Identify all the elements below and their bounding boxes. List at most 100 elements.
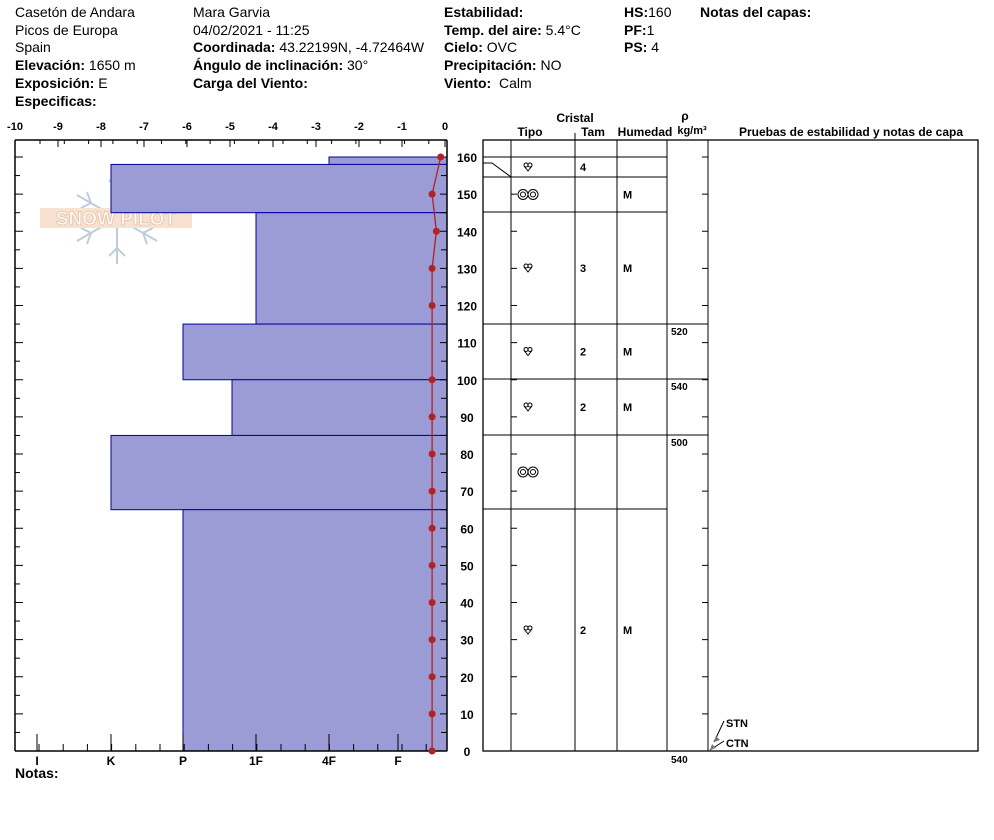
hs: HS:160 [624, 4, 671, 20]
depth-tick-label: 160 [457, 151, 477, 165]
moisture: M [623, 402, 632, 414]
sky: Cielo: OVC [444, 39, 517, 55]
temperature-point [432, 227, 440, 235]
hardness-bar [110, 163, 448, 214]
melt-forms-icon [517, 189, 539, 200]
density-value: 500 [671, 438, 688, 449]
pf: PF:1 [624, 22, 654, 38]
header-density-unit: kg/m³ [677, 125, 707, 137]
header-tests: Pruebas de estabilidad y notas de capa [739, 125, 963, 139]
rounding-faceted-icon [523, 347, 533, 357]
temperature-point [428, 599, 436, 606]
temperature-point [428, 636, 436, 644]
depth-tick-label: 20 [460, 671, 474, 685]
crystal-size: 2 [580, 347, 586, 359]
stability: Estabilidad: [444, 4, 523, 20]
temp-tick-label: -3 [311, 121, 321, 133]
wind-value: Calm [498, 75, 532, 91]
hardness-bar [328, 156, 448, 165]
temperature-point [428, 376, 436, 384]
grain-circle [527, 402, 533, 408]
temperature-point [428, 450, 436, 458]
rounding-faceted-icon [523, 263, 533, 273]
hardness-bar [182, 509, 448, 752]
location: Casetón de Andara [15, 4, 135, 20]
temp-tick-label: -9 [53, 121, 63, 133]
temperature-point [428, 524, 436, 532]
depth-tick-label: 100 [457, 374, 477, 388]
ps: PS: 4 [624, 39, 659, 55]
grain-inner-circle [520, 469, 526, 475]
depth-tick-label: 0 [464, 745, 471, 759]
layer-notes: Notas del capas: [700, 4, 811, 20]
temp-tick-label: 0 [442, 121, 448, 133]
temp-tick-label: -5 [225, 121, 235, 133]
temp-tick-label: -2 [354, 121, 364, 133]
aspect-label: Exposición: [15, 75, 95, 91]
hardness-bar [182, 323, 448, 381]
aspect: Exposición: E [15, 75, 108, 91]
depth-tick-label: 30 [460, 634, 474, 648]
grain-circle [527, 625, 533, 631]
hardness-bar [255, 212, 448, 325]
temperature-point [428, 561, 436, 569]
arrowhead-icon [710, 744, 716, 750]
layer-connector [483, 162, 512, 178]
rounding-faceted-icon [523, 402, 533, 412]
moisture: M [623, 263, 632, 275]
grain-circle [527, 162, 533, 168]
rounding-faceted-icon [523, 162, 533, 172]
temperature-point [428, 264, 436, 272]
slope-value: 30° [347, 57, 369, 73]
grain-facet [523, 350, 533, 357]
grain-inner-circle [530, 469, 536, 475]
notes: Notas: [15, 765, 59, 781]
crystal-size: 2 [580, 625, 586, 637]
hardness-bar [231, 379, 448, 436]
depth-tick-label: 150 [457, 188, 477, 202]
elevation-label: Elevación: [15, 57, 86, 73]
elevation: Elevación: 1650 m [15, 57, 136, 73]
notes-label: Notas: [15, 765, 59, 781]
temp-tick-label: -10 [7, 121, 23, 133]
depth-tick-label: 80 [460, 448, 474, 462]
depth-tick-label: 60 [460, 522, 474, 536]
depth-tick-label: 40 [460, 597, 474, 611]
hardness-tick-label: I [35, 754, 38, 768]
grain-circle [517, 189, 529, 200]
stability-test-label: CTN [726, 738, 749, 750]
air-temp-label: Temp. del aire: [444, 22, 542, 38]
grain-circle [517, 466, 529, 478]
elevation-value: 1650 m [88, 57, 136, 73]
hs-label: HS: [624, 4, 649, 20]
melt-forms-icon [517, 466, 539, 478]
depth-tick-label: 70 [460, 485, 474, 499]
grain-inner-circle [530, 191, 536, 198]
depth-tick-label: 130 [457, 262, 477, 276]
header-moisture: Humedad [618, 125, 673, 139]
temp-tick-label: -1 [397, 121, 407, 133]
depth-tick-label: 110 [457, 337, 477, 351]
wind-load-label: Carga del Viento: [193, 75, 308, 91]
temperature-point [437, 153, 445, 161]
wind: Viento: Calm [444, 75, 532, 91]
coordinates: Coordinada: 43.22199N, -4.72464W [193, 39, 424, 55]
header-crystal: Cristal [556, 111, 593, 125]
pf-value: 1 [646, 22, 655, 38]
hardness-bar [110, 434, 448, 511]
hardness-tick-label: 4F [322, 754, 336, 768]
temperature-point [428, 487, 436, 495]
hardness-tick-label: P [179, 754, 187, 768]
moisture: M [623, 625, 632, 637]
header-size: Tam [581, 125, 605, 139]
hardness-tick-label: K [107, 754, 116, 768]
layer-table-frame [482, 139, 979, 752]
stability-test-label: STN [726, 718, 748, 730]
aspect-value: E [98, 75, 108, 91]
pf-label: PF: [624, 22, 647, 38]
grain-circle [527, 347, 533, 352]
observer: Mara Garvia [193, 4, 271, 20]
bottom-density-value: 540 [671, 755, 688, 766]
